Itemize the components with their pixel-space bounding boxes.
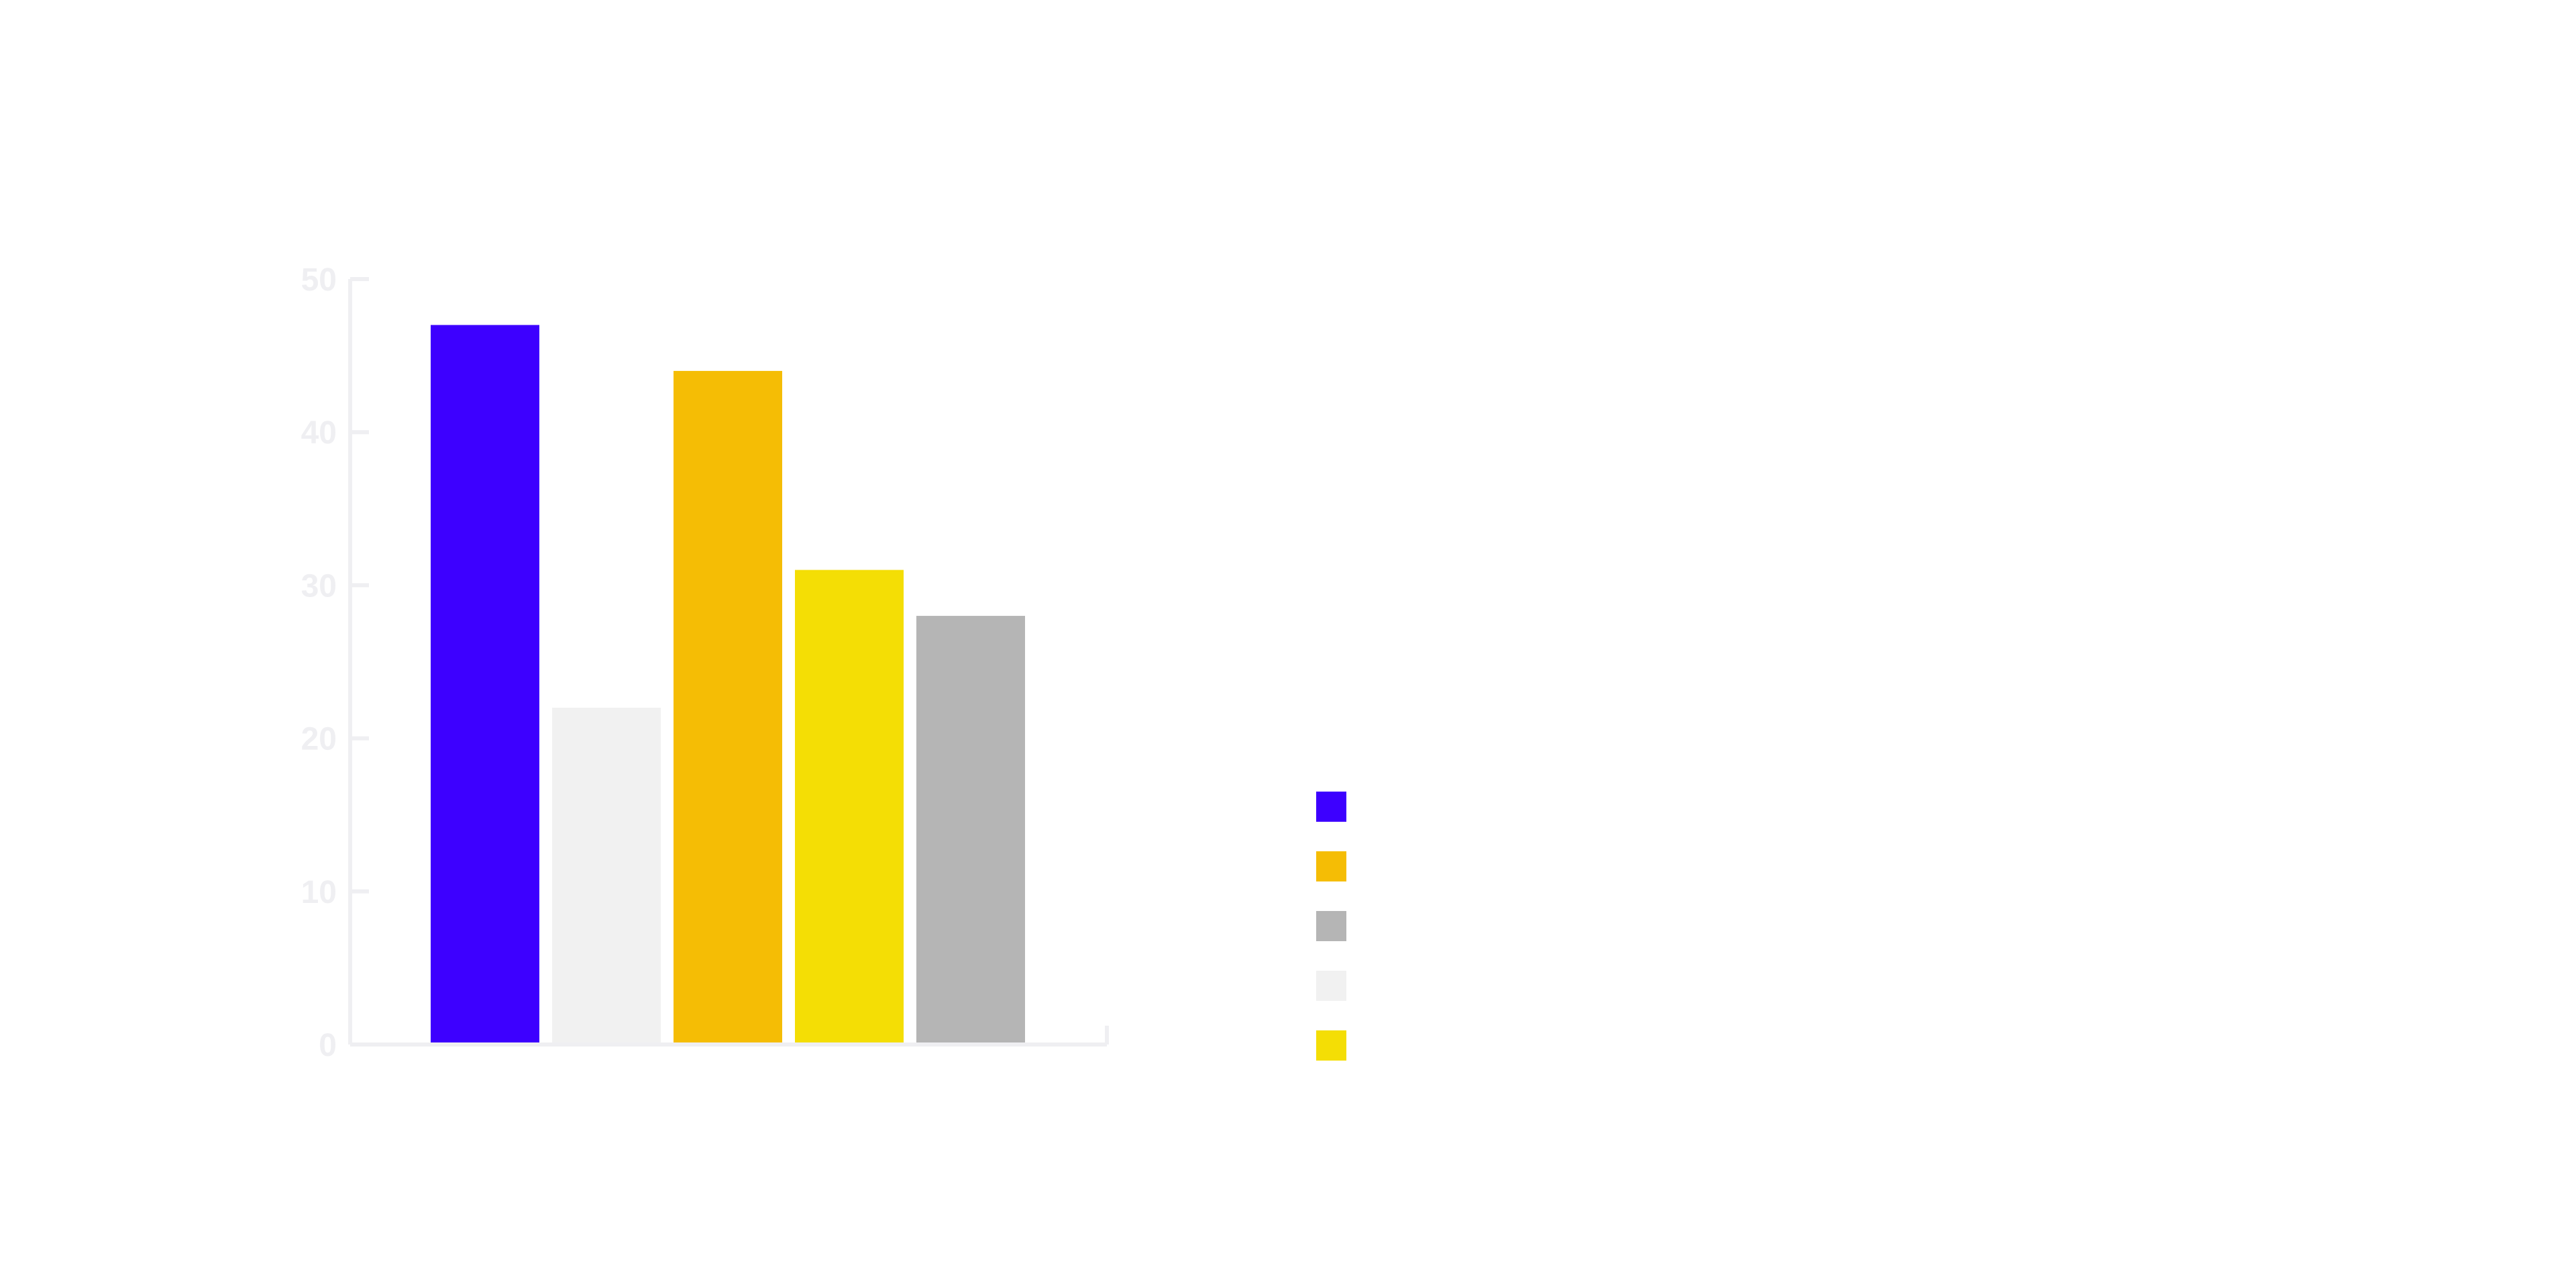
y-tick-label: 50 [301, 262, 337, 298]
chart-bars [431, 325, 1025, 1043]
y-tick-label: 0 [319, 1028, 337, 1063]
legend-swatch [1316, 911, 1346, 941]
legend-swatch [1316, 792, 1346, 822]
y-tick-label: 20 [301, 722, 337, 757]
bar [795, 570, 904, 1042]
legend-swatch [1316, 971, 1346, 1001]
y-tick-label: 30 [301, 568, 337, 604]
y-tick-label: 40 [301, 415, 337, 451]
legend-swatch [1316, 851, 1346, 881]
bar [916, 616, 1025, 1042]
bar [674, 370, 782, 1042]
bar [552, 707, 661, 1042]
bar [431, 325, 539, 1043]
chart-axes: 0 10 20 30 40 50 [301, 262, 1109, 1063]
chart-legend [1316, 792, 1346, 1061]
legend-swatch [1316, 1030, 1346, 1061]
y-tick-label: 10 [301, 875, 337, 910]
